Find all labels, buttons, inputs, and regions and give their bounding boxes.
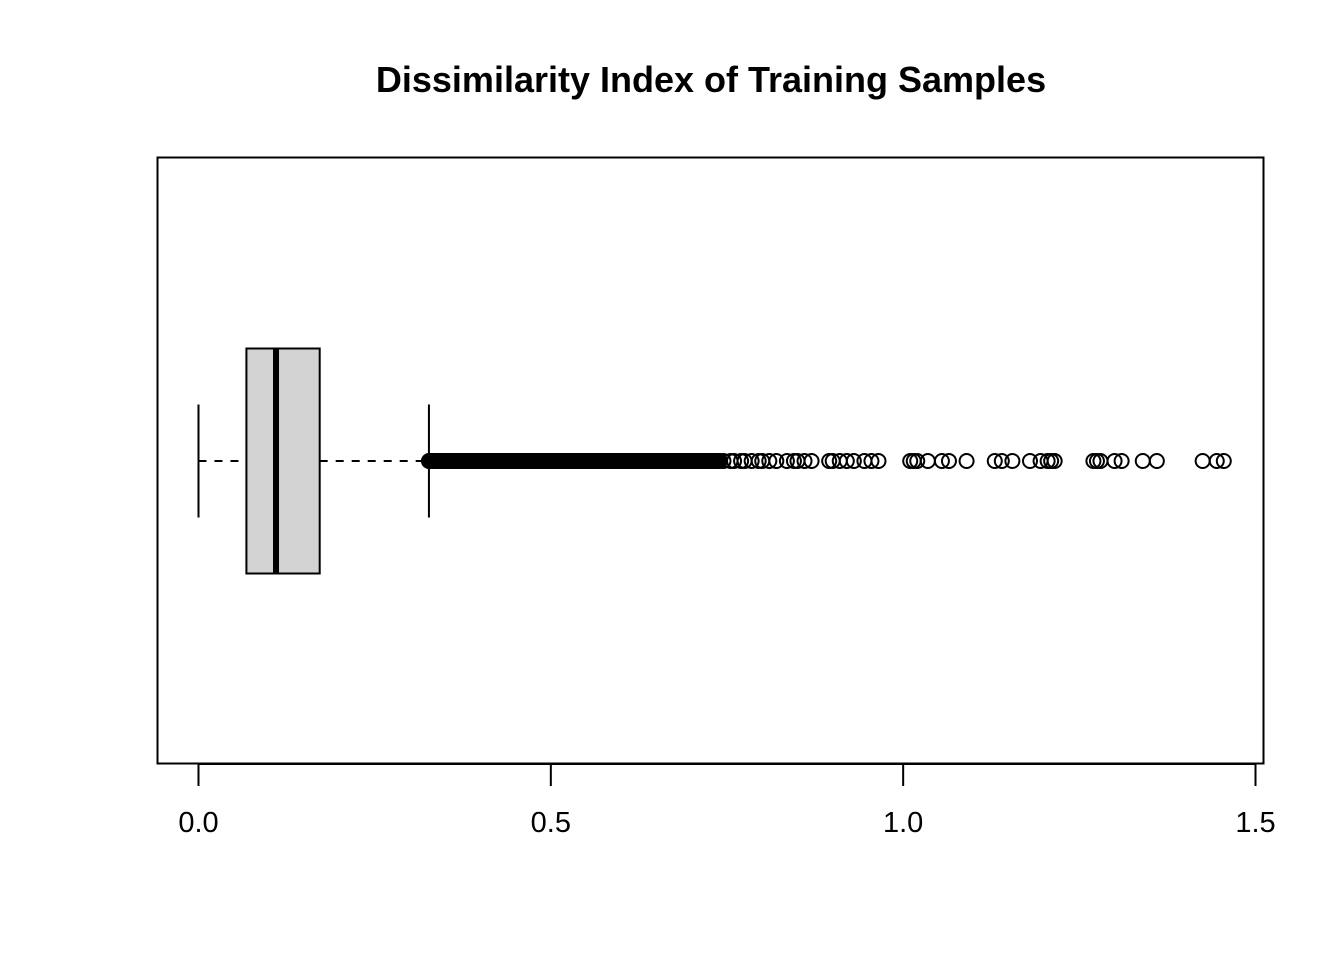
- outlier-point: [993, 453, 1010, 469]
- outlier-point: [1004, 453, 1021, 469]
- x-tick-label: 0.0: [178, 807, 218, 839]
- outlier-point: [986, 453, 1003, 469]
- outlier-point: [1046, 453, 1063, 469]
- outlier-point: [1148, 453, 1165, 469]
- outlier-point: [1106, 453, 1123, 469]
- chart-title: Dissimilarity Index of Training Samples: [376, 59, 1046, 100]
- outlier-point: [1215, 453, 1232, 469]
- x-tick-label: 1.0: [883, 807, 923, 839]
- outlier-point: [958, 453, 975, 469]
- outlier-point: [796, 453, 813, 469]
- outlier-point: [726, 453, 743, 469]
- outlier-point: [803, 453, 820, 469]
- boxplot: [197, 347, 430, 575]
- outlier-point: [933, 453, 950, 469]
- outlier-point: [845, 453, 862, 469]
- outlier-points: [420, 453, 1232, 469]
- outlier-point: [1113, 453, 1130, 469]
- outlier-point: [919, 453, 936, 469]
- outlier-point: [1134, 453, 1151, 469]
- outlier-point: [863, 453, 880, 469]
- outlier-point: [1208, 453, 1225, 469]
- outlier-point: [768, 453, 785, 469]
- outlier-point: [715, 453, 732, 469]
- x-axis: 0.0 0.5 1.0 1.5: [178, 763, 1276, 839]
- outlier-point: [838, 453, 855, 469]
- outlier-point: [1022, 453, 1039, 469]
- outlier-point: [778, 453, 795, 469]
- interquartile-box: [245, 347, 321, 575]
- x-tick-label: 1.5: [1235, 807, 1275, 839]
- outlier-point: [909, 453, 926, 469]
- outlier-point: [761, 453, 778, 469]
- outlier-point: [870, 453, 887, 469]
- outlier-point: [743, 453, 760, 469]
- outlier-point: [1194, 453, 1211, 469]
- outlier-point: [940, 453, 957, 469]
- x-tick-label: 0.5: [531, 807, 571, 839]
